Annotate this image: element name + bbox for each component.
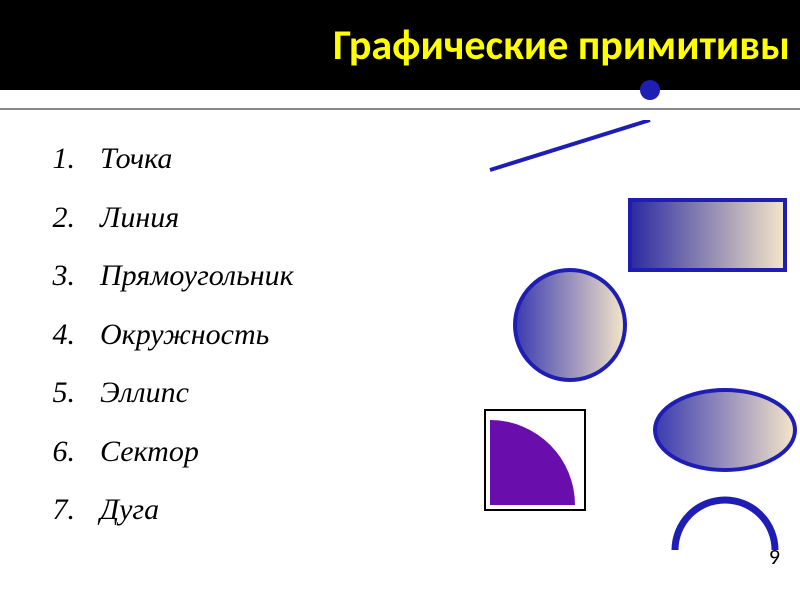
list-label: Окружность [75, 306, 269, 365]
list-item: 3. Прямоугольник [15, 247, 430, 306]
list-num: 1. [15, 130, 75, 189]
shapes-panel [430, 120, 800, 580]
header: Графические примитивы [0, 0, 800, 90]
list-label: Сектор [75, 423, 199, 482]
list-num: 7. [15, 481, 75, 540]
content: 1. Точка 2. Линия 3. Прямоугольник 4. Ок… [0, 110, 800, 580]
list-item: 7. Дуга [15, 481, 430, 540]
ellipse-shape [655, 390, 795, 470]
dot-icon [640, 80, 660, 100]
list-item: 5. Эллипс [15, 364, 430, 423]
list-label: Прямоугольник [75, 247, 294, 306]
list-num: 4. [15, 306, 75, 365]
list-num: 2. [15, 189, 75, 248]
list-item: 1. Точка [15, 130, 430, 189]
list-label: Дуга [75, 481, 159, 540]
circle-shape [515, 270, 625, 380]
arc-shape [675, 500, 775, 550]
list-label: Точка [75, 130, 172, 189]
list-label: Эллипс [75, 364, 189, 423]
list-item: 6. Сектор [15, 423, 430, 482]
list-num: 6. [15, 423, 75, 482]
list-num: 5. [15, 364, 75, 423]
page-title: Графические примитивы [333, 20, 790, 71]
page-number: 9 [769, 543, 780, 570]
rectangle-shape [630, 200, 785, 270]
list-item: 4. Окружность [15, 306, 430, 365]
list-num: 3. [15, 247, 75, 306]
list-label: Линия [75, 189, 179, 248]
line-shape [490, 120, 650, 170]
primitive-list: 1. Точка 2. Линия 3. Прямоугольник 4. Ок… [15, 120, 430, 580]
list-item: 2. Линия [15, 189, 430, 248]
shapes-svg [430, 120, 800, 580]
